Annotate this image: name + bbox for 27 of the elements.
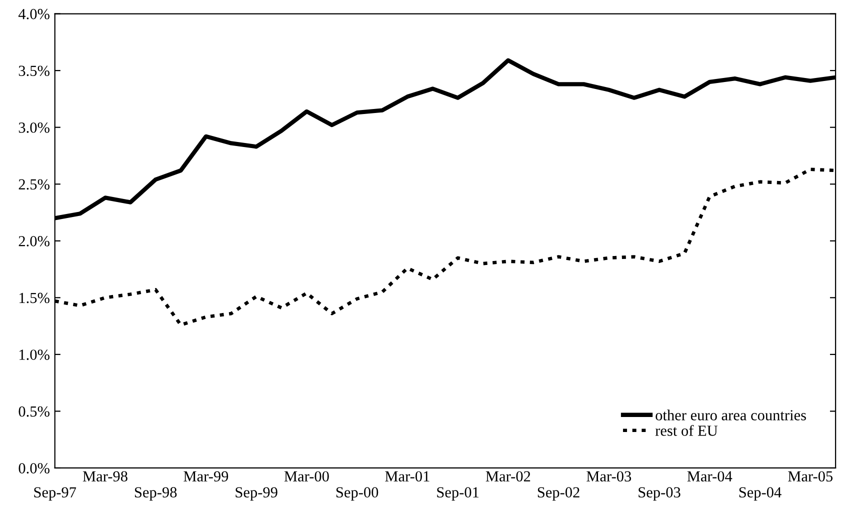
x-tick-label: Sep-04: [739, 487, 782, 501]
y-tick-label: 4.0%: [18, 8, 50, 20]
y-tick-label: 0.0%: [18, 463, 50, 474]
y-tick-label: 0.5%: [18, 406, 50, 417]
x-tick-label: Sep-02: [538, 487, 580, 501]
y-tick-label: 2.0%: [18, 236, 50, 246]
legend-label: other euro area countries: [656, 410, 806, 420]
x-tick-label: Mar-01: [385, 471, 430, 482]
x-tick-label: Mar-98: [82, 471, 128, 482]
x-tick-label: Mar-04: [687, 471, 732, 482]
x-tick-label: Mar-03: [586, 471, 632, 482]
x-tick-label: Sep-01: [437, 487, 479, 501]
y-tick-label: 1.5%: [20, 292, 50, 304]
x-tick-label: Sep-99: [236, 487, 278, 501]
y-tick-label: 3.0%: [18, 122, 50, 133]
legend-label: rest of EU: [655, 424, 718, 436]
x-tick-label: Mar-05: [788, 471, 833, 482]
x-tick-label: Sep-97: [34, 487, 76, 501]
x-tick-label: Mar-99: [184, 471, 228, 482]
x-tick-label: Mar-02: [486, 471, 530, 482]
x-tick-label: Sep-00: [336, 487, 378, 501]
x-tick-label: Mar-00: [284, 471, 329, 482]
y-tick-label: 1.0%: [20, 350, 50, 360]
x-tick-label: Sep-98: [134, 487, 177, 501]
y-tick-label: 3.5%: [18, 66, 50, 76]
y-tick-label: 2.5%: [18, 179, 50, 190]
x-tick-label: Sep-03: [638, 487, 680, 501]
